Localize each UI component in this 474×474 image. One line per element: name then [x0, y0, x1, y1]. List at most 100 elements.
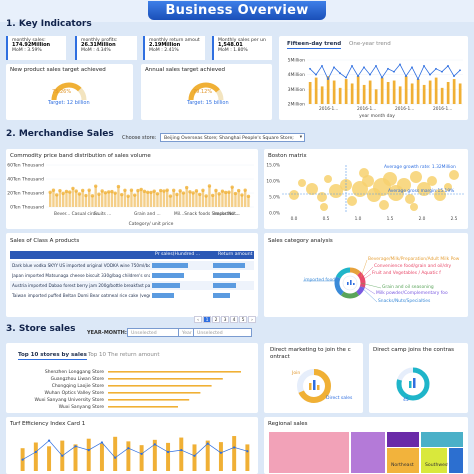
commodity-point — [74, 189, 78, 193]
region-cell[interactable]: Southwest — [420, 447, 449, 474]
trend-point — [447, 64, 449, 67]
page-button[interactable]: 5 — [239, 316, 247, 323]
region-cell[interactable] — [350, 431, 386, 474]
x-tick-label: 2016-1... — [433, 106, 452, 112]
commodity-bar — [244, 190, 247, 207]
column-return[interactable]: Return amount — [218, 252, 253, 257]
trend-point — [453, 75, 455, 78]
trend-point — [375, 64, 377, 67]
trend-bar — [446, 82, 450, 104]
kpi-card-return[interactable]: monthly return amout 2.19Million MoM : 2… — [143, 36, 205, 60]
commodity-point — [107, 190, 111, 194]
boston-bubble — [417, 182, 431, 196]
commodity-point — [211, 193, 215, 198]
commodity-bar — [234, 193, 237, 207]
trend-bar — [392, 80, 396, 104]
section-store-sales: 3. Store sales — [6, 324, 76, 334]
trend-point — [327, 78, 329, 80]
section-key-indicators: 1. Key Indicators — [6, 19, 92, 29]
y-tick-label: 3Million — [288, 87, 305, 93]
new-product-percent: 75.26% — [52, 89, 72, 95]
commodity-bar — [97, 194, 101, 207]
table-row[interactable]: Taiwan imported puffed Beltan Domi Bear … — [10, 291, 254, 300]
donut-slice — [334, 276, 345, 296]
class-a-header: Pr sales(Hundred ... Return amount — [10, 251, 254, 259]
annual-gauge — [188, 82, 224, 101]
regional-treemap: Northeast Southwest — [268, 431, 464, 474]
tab-fifteen-day[interactable]: Fifteen-day trend — [287, 41, 342, 49]
commodity-bar — [52, 190, 55, 207]
trend-point — [309, 67, 311, 70]
tab-top10-return[interactable]: Top 10 The return amount — [88, 352, 160, 358]
turf-bar — [47, 446, 52, 471]
start-month-select[interactable]: Unselected — [127, 328, 179, 337]
boston-bubble — [444, 183, 452, 191]
commodity-point — [110, 189, 114, 194]
x-tick-label: 1.5 — [387, 216, 394, 222]
commodity-bar — [104, 192, 107, 207]
kpi-card-sales[interactable]: monthly sales: 174.92Million MoM : 3.59% — [6, 36, 66, 60]
page-next-button[interactable]: › — [248, 316, 256, 323]
commodity-bar — [224, 192, 227, 207]
x-tick-label: 2.0 — [419, 216, 426, 222]
kpi-label: monthly profits: — [81, 38, 118, 43]
turf-point — [233, 446, 236, 449]
commodity-point — [120, 192, 124, 197]
commodity-bar — [237, 190, 240, 207]
turf-point — [34, 450, 37, 454]
commodity-bar — [231, 187, 234, 207]
table-row[interactable]: Japan imported Matsunaga cheese biscuit … — [10, 271, 254, 280]
boston-title: Boston matrix — [268, 153, 307, 159]
tab-one-year[interactable]: One-year trend — [349, 41, 391, 47]
return-bar — [213, 283, 236, 288]
commodity-point — [165, 188, 169, 192]
store-bar — [108, 378, 223, 380]
commodity-point — [227, 190, 231, 194]
commodity-point — [58, 188, 62, 193]
x-tick-label: Imported ... — [214, 211, 239, 217]
page-button[interactable]: 2 — [212, 316, 220, 323]
commodity-bar — [71, 188, 75, 207]
commodity-point — [162, 189, 166, 193]
region-cell[interactable] — [448, 447, 464, 474]
x-axis-label: Category/ unit price — [129, 221, 174, 227]
kpi-card-profits[interactable]: monthly profits: 26.31Million MoM : 4.34… — [75, 36, 137, 60]
table-row[interactable]: Austria imported Dabao forest berry jam … — [10, 281, 254, 290]
commodity-bar — [201, 190, 205, 207]
region-cell[interactable] — [386, 431, 420, 448]
year-button[interactable]: Year — [179, 328, 194, 337]
store-name: Chongqing Laojie Store — [52, 383, 105, 389]
region-cell[interactable]: Northeast — [386, 447, 420, 474]
trend-bar — [332, 80, 336, 104]
y-tick-label: 5Million — [288, 58, 305, 64]
region-cell[interactable] — [420, 431, 464, 448]
commodity-bar — [107, 191, 110, 207]
turf-point — [74, 445, 77, 448]
category-donut — [303, 259, 382, 303]
commodity-bar — [153, 191, 156, 207]
title-bar: Business Overview — [0, 0, 474, 22]
category-leader — [360, 282, 382, 289]
boston-bubble — [449, 170, 459, 180]
product-name: Dark blue vodka SKYY US imported origina… — [12, 263, 150, 268]
page-prev-button[interactable]: ‹ — [194, 316, 202, 323]
commodity-bar — [208, 186, 211, 207]
trend-bar — [380, 77, 384, 104]
boston-bubble — [379, 200, 389, 210]
boston-bubble — [362, 175, 374, 187]
page-button[interactable]: 1 — [203, 316, 211, 323]
page-button[interactable]: 3 — [221, 316, 229, 323]
store-name: Guangzhou Liwan Store — [51, 376, 105, 382]
end-month-select[interactable]: Unselected — [194, 328, 252, 337]
x-tick-label: Bever... Casual circu... — [54, 211, 102, 217]
commodity-point — [201, 188, 205, 193]
table-row[interactable]: Dark blue vodka SKYY US imported origina… — [10, 261, 254, 270]
tab-top10-sales[interactable]: Top 10 stores by sales — [18, 352, 87, 360]
column-sales[interactable]: Pr sales(Hundred ... — [155, 252, 201, 257]
kpi-card-sales-per-unit[interactable]: Monthly sales per un 1,548.01 MoM : 1.80… — [212, 36, 272, 60]
region-cell[interactable] — [268, 431, 350, 474]
trend-bar — [458, 83, 462, 104]
page-button[interactable]: 4 — [230, 316, 238, 323]
store-select[interactable]: Beijing Overseas Store; Shanghai People'… — [160, 133, 305, 142]
